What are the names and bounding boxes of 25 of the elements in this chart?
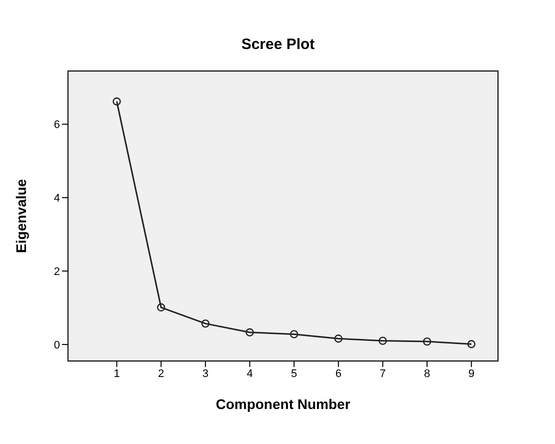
x-tick-label: 8	[424, 368, 430, 380]
point	[246, 328, 254, 336]
x-tick-label: 3	[202, 368, 208, 380]
chart-title: Scree Plot	[240, 36, 316, 53]
point	[290, 330, 298, 338]
x-tick-label: 4	[246, 368, 253, 380]
y-tick-label: 6	[54, 119, 60, 132]
point	[334, 334, 343, 343]
x-tick-label: 9	[468, 368, 474, 380]
y-axis-title: Eigenvalue	[12, 178, 29, 253]
point	[467, 340, 476, 348]
point	[422, 337, 432, 346]
point	[201, 319, 210, 328]
x-tick-label: 5	[291, 368, 298, 380]
y-tick-label: 0	[54, 339, 60, 352]
x-axis-title: Component Number	[216, 396, 351, 412]
point	[156, 303, 166, 312]
point	[112, 97, 121, 106]
y-tick-label: 2	[54, 266, 60, 278]
x-tick-label: 7	[380, 368, 386, 380]
y-tick-label: 4	[54, 192, 60, 205]
point	[378, 336, 387, 345]
x-tick-label: 2	[158, 368, 164, 380]
x-tick-label: 1	[114, 368, 120, 380]
x-tick-label: 6	[335, 368, 342, 380]
